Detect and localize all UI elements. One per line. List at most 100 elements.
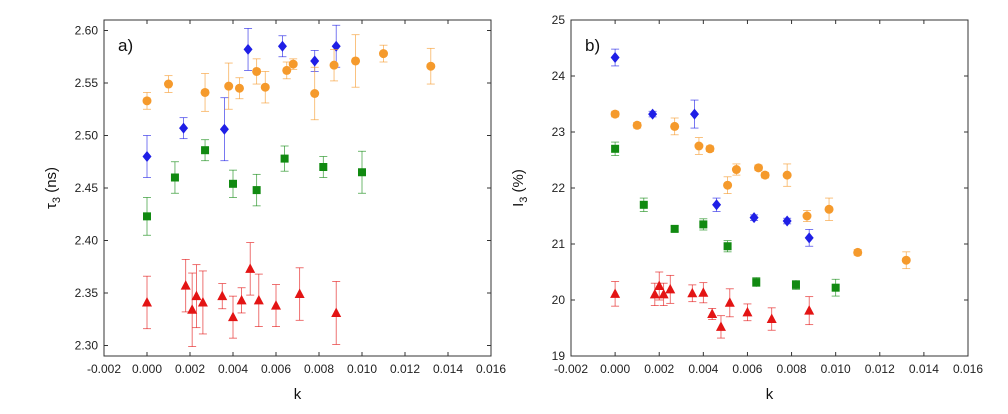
chart-panel-a: -0.002 0.000 0.002 0.004 0.006 0.008 0.010 0.01… [43,19,506,403]
y-tick-label: 22 [552,181,566,195]
data-point-triangle [724,297,735,307]
y-axis-label: τ3 (ns) [43,167,63,209]
data-point-diamond [142,151,152,162]
data-point-diamond [749,212,759,224]
data-point-circle [252,66,262,76]
data-point-triangle [271,300,281,310]
x-tick-label: 0.006 [732,362,762,376]
y-tick-label: 2.45 [75,181,99,195]
data-point-square [723,242,732,251]
y-tick-label: 25 [552,13,566,27]
panel-label: b) [585,36,600,55]
data-point-diamond [610,52,620,64]
data-point-square [358,168,366,177]
x-axis-label: k [766,386,774,403]
data-point-triangle [687,287,698,298]
data-point-triangle [236,294,247,305]
data-point-circle [379,49,388,59]
data-point-triangle [742,306,753,317]
y-axis-label-symbol: τ [43,203,60,209]
data-point-triangle [707,308,718,318]
y-tick-label: 2.60 [75,24,99,38]
x-tick-label: 0.010 [347,362,377,376]
data-point-circle [142,96,152,106]
series-diamond [142,24,341,178]
data-point-circle [282,65,292,75]
y-axis-label-subscript: 3 [51,197,63,203]
x-tick-label: 0.008 [304,362,334,376]
data-point-circle [426,61,436,71]
x-tick-label: 0.004 [688,362,718,376]
x-tick-label: 0.016 [953,362,983,376]
data-point-circle [760,170,770,180]
y-tick-label: 23 [552,125,566,139]
data-point-diamond [219,123,229,135]
x-tick-label: 0.004 [218,362,248,376]
x-tick-label: 0.010 [821,362,851,376]
y-tick-label: 2.30 [75,339,99,353]
y-axis-label-unit: (%) [510,169,527,197]
series-circle [610,109,911,270]
data-point-diamond [331,40,341,52]
data-point-triangle [228,311,238,322]
data-point-square [639,200,648,209]
data-point-square [699,220,708,229]
x-tick-label: 0.016 [476,362,506,376]
y-axis-label: I3 (%) [510,169,530,207]
data-point-circle [200,87,210,97]
data-point-triangle [649,288,660,299]
data-point-triangle [715,321,726,331]
x-axis-label: k [294,386,302,403]
data-point-triangle [217,290,228,301]
series-square [611,141,840,297]
data-point-circle [670,121,680,131]
x-tick-label: 0.012 [390,362,420,376]
data-point-circle [694,141,704,151]
data-point-circle [310,89,320,98]
data-point-triangle [698,287,709,297]
x-tick-label: 0.012 [865,362,895,376]
data-point-triangle [191,290,202,301]
data-point-triangle [245,263,256,273]
data-point-triangle [142,296,152,307]
data-point-diamond [648,108,658,120]
y-tick-label: 2.35 [75,286,99,300]
data-point-diamond [277,40,287,52]
data-point-square [611,144,620,153]
data-point-circle [632,120,642,130]
y-axis-label-symbol: I [510,203,527,207]
data-point-triangle [180,280,191,290]
plot-frame [103,19,492,357]
data-point-square [752,278,761,287]
data-point-triangle [766,313,777,324]
y-tick-label: 21 [552,237,566,251]
y-tick-label: 19 [552,349,566,363]
data-point-square [201,146,210,155]
data-point-circle [853,247,863,257]
y-tick-label: 2.55 [75,76,99,90]
data-point-circle [782,170,792,180]
data-point-circle [824,204,834,214]
data-point-triangle [331,307,342,317]
x-tick-label: 0.000 [600,362,630,376]
data-point-square [670,224,679,233]
data-point-square [280,154,289,163]
plot-frame [570,19,969,357]
x-tick-label: 0.014 [909,362,939,376]
data-point-triangle [665,283,676,294]
data-point-circle [723,180,733,190]
data-point-square [319,163,328,171]
y-tick-label: 24 [552,69,566,83]
data-point-circle [234,83,244,93]
x-tick-label: 0.006 [261,362,291,376]
data-point-triangle [610,288,621,298]
data-point-triangle [294,288,305,299]
y-axis-label-unit: (ns) [43,167,60,197]
data-point-circle [705,144,715,154]
x-tick-label: 0.014 [433,362,463,376]
data-point-triangle [197,296,208,307]
data-point-square [229,179,237,188]
series-square [143,139,366,236]
data-point-triangle [253,294,264,305]
x-tick-label: 0.002 [644,362,674,376]
